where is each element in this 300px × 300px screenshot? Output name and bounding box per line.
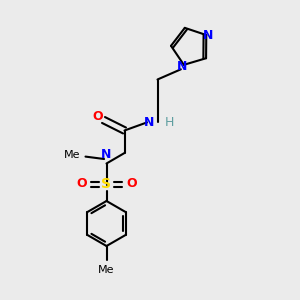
Text: N: N (101, 148, 112, 161)
Text: O: O (126, 177, 136, 190)
Text: N: N (177, 60, 188, 73)
Text: S: S (101, 178, 112, 191)
Text: O: O (76, 177, 87, 190)
Text: N: N (202, 28, 213, 41)
Text: Me: Me (64, 150, 80, 160)
Text: N: N (144, 116, 154, 130)
Text: O: O (92, 110, 103, 124)
Text: Me: Me (98, 265, 115, 275)
Text: H: H (165, 116, 174, 130)
